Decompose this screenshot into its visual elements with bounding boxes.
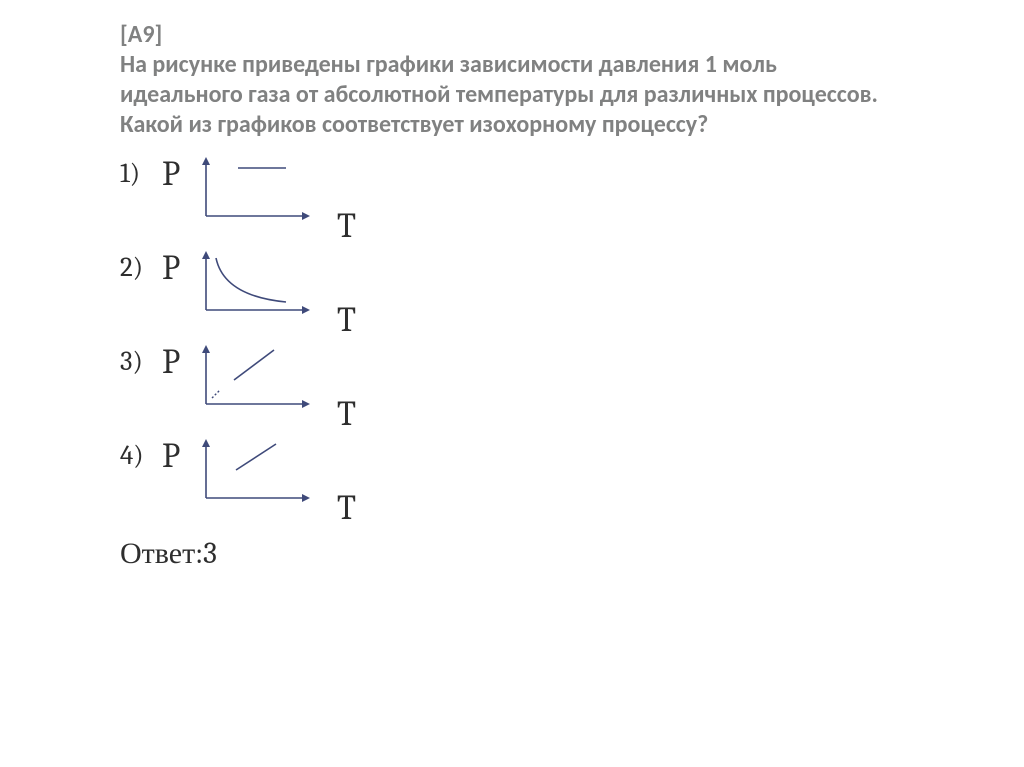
t-axis-label: T xyxy=(337,300,356,340)
graph-svg-1 xyxy=(196,156,316,226)
option-number: 2) xyxy=(120,244,156,283)
option-number: 1) xyxy=(120,150,156,189)
option-4: 4) P T xyxy=(120,432,884,522)
graph-3: P T xyxy=(156,338,366,428)
t-axis-label: T xyxy=(337,488,356,528)
options-list: 1) P T 2) P xyxy=(120,150,884,522)
graph-svg-2 xyxy=(196,250,316,320)
answer-text: Ответ:3 xyxy=(120,536,884,571)
p-axis-label: P xyxy=(162,342,180,382)
p-axis-label: P xyxy=(162,248,180,288)
option-number: 4) xyxy=(120,432,156,471)
p-axis-label: P xyxy=(162,154,180,194)
t-axis-label: T xyxy=(337,394,356,434)
graph-4: P T xyxy=(156,432,366,522)
graph-2: P T xyxy=(156,244,366,334)
graph-svg-3 xyxy=(196,344,316,414)
question-tag: [А9] xyxy=(120,20,162,49)
question-text: На рисунке приведены графики зависимости… xyxy=(120,50,878,139)
graph-svg-4 xyxy=(196,438,316,508)
t-axis-label: T xyxy=(337,206,356,246)
graph-1: P T xyxy=(156,150,366,240)
option-2: 2) P T xyxy=(120,244,884,334)
p-axis-label: P xyxy=(162,436,180,476)
option-3: 3) P T xyxy=(120,338,884,428)
option-number: 3) xyxy=(120,338,156,377)
question-block: [А9] На рисунке приведены графики зависи… xyxy=(120,20,884,140)
option-1: 1) P T xyxy=(120,150,884,240)
